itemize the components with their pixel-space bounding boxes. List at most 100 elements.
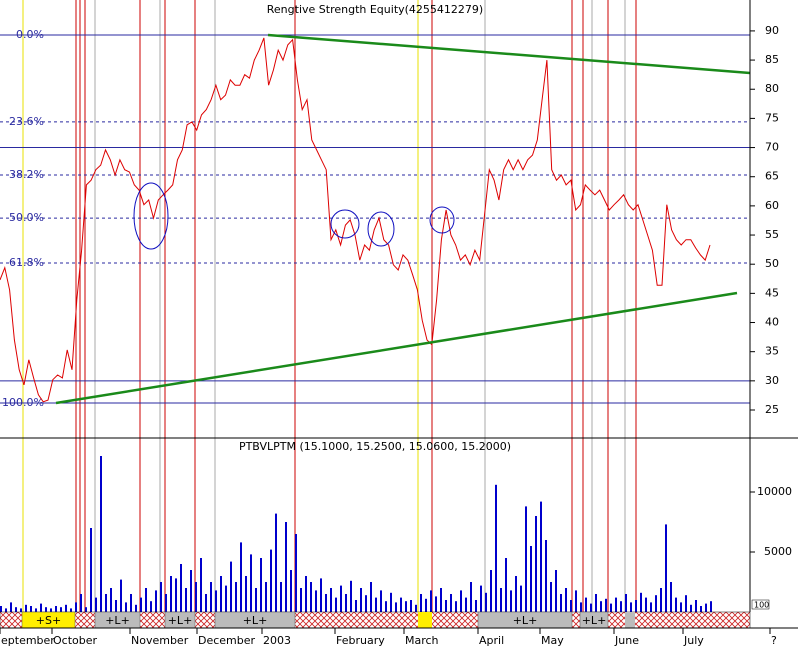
- volume-bar: [120, 579, 122, 612]
- volume-bar: [480, 585, 482, 612]
- signal-label: +L+: [168, 614, 193, 627]
- volume-bar: [445, 600, 447, 612]
- y-tick-label: 5000: [764, 545, 792, 558]
- volume-bar: [470, 582, 472, 612]
- x-tick-label: April: [479, 634, 504, 647]
- volume-bar: [170, 576, 172, 612]
- volume-bar: [110, 588, 112, 612]
- volume-bar: [155, 590, 157, 612]
- volume-bar: [100, 456, 102, 612]
- volume-bar: [260, 558, 262, 612]
- volume-bar: [545, 540, 547, 612]
- volume-bar: [160, 582, 162, 612]
- signal-label: +L+: [243, 614, 268, 627]
- volume-bar: [660, 588, 662, 612]
- x-tick-label: July: [683, 634, 704, 647]
- y-tick-label: 85: [765, 53, 779, 66]
- volume-bar: [220, 576, 222, 612]
- volume-bar: [175, 578, 177, 612]
- volume-bar: [560, 594, 562, 612]
- volume-bar: [440, 588, 442, 612]
- fib-label: 0.0%: [16, 28, 44, 41]
- volume-bar: [425, 598, 427, 612]
- annotation-circle: [429, 206, 455, 234]
- volume-bar: [325, 594, 327, 612]
- volume-bar: [510, 590, 512, 612]
- volume-bar: [15, 607, 17, 612]
- volume-bar: [45, 607, 47, 612]
- volume-bar: [245, 576, 247, 612]
- y-tick-label: 75: [765, 111, 779, 124]
- volume-bar: [345, 594, 347, 612]
- volume-bar: [330, 588, 332, 612]
- volume-bar: [625, 594, 627, 612]
- y-tick-label: 55: [765, 228, 779, 241]
- volume-bar: [50, 608, 52, 612]
- volume-bar: [630, 602, 632, 612]
- volume-bar: [35, 608, 37, 612]
- volume-bar: [540, 501, 542, 612]
- volume-bar: [590, 603, 592, 612]
- volume-bar: [565, 588, 567, 612]
- y-tick-label: 40: [765, 316, 779, 329]
- signal-label: +L+: [513, 614, 538, 627]
- annotation-circle: [367, 211, 395, 247]
- volume-bar: [515, 576, 517, 612]
- volume-bar: [655, 595, 657, 612]
- volume-bar: [450, 594, 452, 612]
- volume-bar: [340, 585, 342, 612]
- volume-bar: [295, 534, 297, 612]
- volume-bar: [205, 594, 207, 612]
- volume-bar: [685, 595, 687, 612]
- volume-bar: [10, 602, 12, 612]
- fib-label: 38.2%: [9, 168, 44, 181]
- volume-bar: [385, 601, 387, 612]
- volume-bar: [550, 582, 552, 612]
- x-tick-label: eptember: [1, 634, 55, 647]
- trendline: [55, 291, 738, 405]
- volume-bar: [55, 606, 57, 612]
- y-tick-label: 25: [765, 403, 779, 416]
- volume-bar: [225, 585, 227, 612]
- volume-bar: [130, 594, 132, 612]
- volume-bar: [670, 582, 672, 612]
- x-tick-label: November: [131, 634, 189, 647]
- volume-bar: [350, 580, 352, 612]
- volume-bar: [530, 546, 532, 612]
- annotation-circle: [133, 182, 169, 250]
- volume-bar: [80, 594, 82, 612]
- x-tick-label: June: [614, 634, 639, 647]
- volume-bar: [270, 549, 272, 612]
- signal-label: +L+: [582, 614, 607, 627]
- fib-label: 100.0%: [2, 396, 44, 409]
- volume-bar: [465, 597, 467, 612]
- volume-bar: [25, 604, 27, 612]
- volume-bar: [535, 516, 537, 612]
- volume-bar: [455, 601, 457, 612]
- volume-bar: [210, 582, 212, 612]
- volume-bar: [85, 607, 87, 612]
- volume-bar: [255, 588, 257, 612]
- y-tick-label: 50: [765, 257, 779, 270]
- chart-title: Rengtive Strength Equity(4255412279): [267, 3, 483, 16]
- volume-bar: [570, 600, 572, 612]
- volume-bar: [575, 590, 577, 612]
- x-tick-label: 2003: [263, 634, 291, 647]
- volume-bar: [700, 606, 702, 612]
- volume-bar: [370, 582, 372, 612]
- y-tick-label: 70: [765, 141, 779, 154]
- volume-bar: [620, 601, 622, 612]
- volume-bar: [95, 597, 97, 612]
- volume-bar: [265, 582, 267, 612]
- x-tick-label: ?: [771, 634, 777, 647]
- volume-bar: [0, 606, 2, 612]
- volume-bar: [230, 561, 232, 612]
- trendline: [267, 33, 751, 75]
- volume-bar: [380, 590, 382, 612]
- annotation-circle: [330, 209, 360, 239]
- volume-bar: [555, 570, 557, 612]
- event-lines: [22, 0, 637, 612]
- volume-bar: [310, 582, 312, 612]
- volume-bar: [235, 582, 237, 612]
